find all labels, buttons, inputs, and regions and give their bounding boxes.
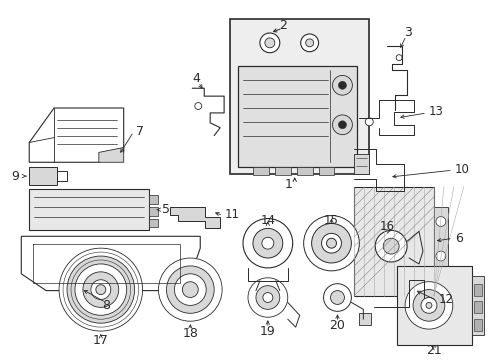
Ellipse shape [321, 233, 341, 253]
Polygon shape [354, 154, 368, 174]
Ellipse shape [263, 293, 272, 302]
Text: 17: 17 [93, 334, 108, 347]
Ellipse shape [255, 286, 279, 309]
Text: 5: 5 [162, 203, 170, 216]
Ellipse shape [243, 219, 292, 268]
Polygon shape [148, 195, 158, 204]
Circle shape [374, 230, 406, 262]
Ellipse shape [158, 258, 222, 321]
Text: 12: 12 [438, 293, 453, 306]
Text: 1: 1 [284, 179, 292, 192]
Polygon shape [21, 236, 200, 291]
Polygon shape [471, 276, 483, 335]
Circle shape [330, 291, 344, 305]
Ellipse shape [404, 282, 452, 329]
Circle shape [338, 121, 346, 129]
Text: 18: 18 [182, 327, 198, 339]
Polygon shape [170, 207, 220, 228]
Text: 7: 7 [135, 125, 143, 138]
Polygon shape [252, 167, 268, 175]
Text: 19: 19 [260, 325, 275, 338]
Polygon shape [359, 313, 370, 325]
Text: 13: 13 [428, 105, 443, 118]
Text: 2: 2 [278, 19, 286, 32]
Ellipse shape [420, 297, 436, 313]
Ellipse shape [83, 272, 119, 307]
Circle shape [194, 103, 202, 109]
Polygon shape [238, 66, 357, 167]
Text: 15: 15 [324, 214, 338, 227]
Ellipse shape [412, 289, 444, 321]
Ellipse shape [247, 278, 287, 317]
Circle shape [395, 55, 401, 60]
Bar [230, 19, 368, 174]
Text: 16: 16 [379, 220, 394, 233]
Circle shape [365, 118, 372, 126]
Circle shape [435, 251, 445, 261]
Circle shape [383, 238, 398, 254]
Polygon shape [354, 187, 433, 296]
Circle shape [332, 75, 352, 95]
Polygon shape [29, 167, 57, 185]
Ellipse shape [166, 266, 214, 313]
Ellipse shape [311, 224, 351, 263]
Ellipse shape [91, 280, 111, 300]
Ellipse shape [174, 274, 206, 305]
Polygon shape [433, 207, 447, 276]
Circle shape [332, 115, 352, 135]
Text: 20: 20 [329, 319, 345, 332]
Circle shape [260, 33, 279, 53]
Ellipse shape [326, 238, 336, 248]
Polygon shape [274, 167, 290, 175]
Ellipse shape [59, 248, 142, 331]
Circle shape [300, 34, 318, 52]
Text: 14: 14 [260, 214, 275, 227]
Polygon shape [148, 219, 158, 228]
Circle shape [323, 284, 351, 311]
Polygon shape [29, 189, 148, 230]
Text: 21: 21 [425, 344, 441, 357]
Ellipse shape [262, 237, 273, 249]
Circle shape [93, 260, 108, 276]
Circle shape [264, 38, 274, 48]
Text: 10: 10 [454, 163, 468, 176]
Polygon shape [318, 167, 334, 175]
Text: 4: 4 [192, 72, 200, 85]
Circle shape [435, 217, 445, 226]
Polygon shape [396, 266, 471, 345]
Text: 9: 9 [11, 170, 19, 183]
Circle shape [305, 39, 313, 47]
Circle shape [338, 81, 346, 89]
Polygon shape [296, 167, 312, 175]
Text: 6: 6 [454, 232, 462, 245]
Polygon shape [29, 108, 123, 162]
Polygon shape [473, 284, 481, 296]
Text: 11: 11 [224, 208, 240, 221]
Text: 3: 3 [403, 27, 411, 40]
Ellipse shape [303, 216, 359, 271]
Ellipse shape [96, 285, 105, 294]
Polygon shape [473, 301, 481, 313]
Polygon shape [473, 319, 481, 331]
Ellipse shape [252, 228, 282, 258]
Ellipse shape [67, 256, 134, 323]
Ellipse shape [425, 302, 431, 309]
Text: 8: 8 [102, 299, 110, 312]
Ellipse shape [182, 282, 198, 297]
Polygon shape [99, 148, 123, 162]
Ellipse shape [75, 264, 126, 315]
Polygon shape [148, 207, 158, 216]
